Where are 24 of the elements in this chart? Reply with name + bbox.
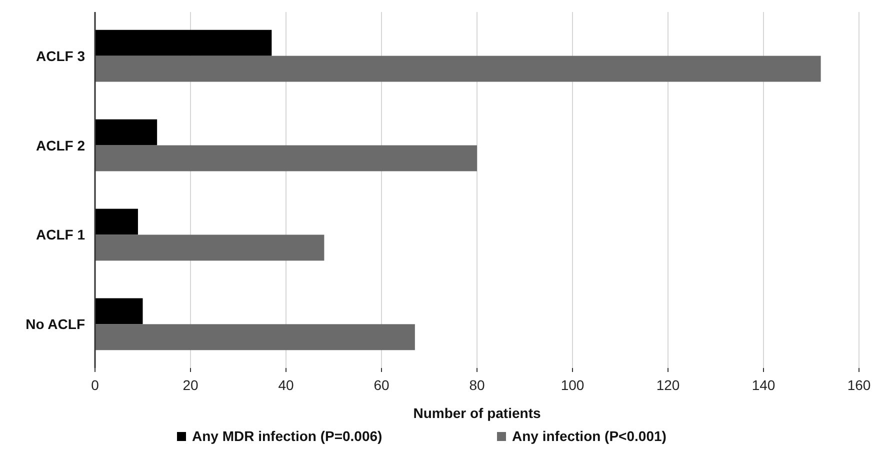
legend-label: Any infection (P<0.001): [512, 428, 666, 444]
x-tick-label: 80: [469, 377, 485, 393]
bar: [95, 145, 477, 172]
y-tick-label: ACLF 1: [36, 226, 86, 243]
x-tick-label: 0: [91, 377, 100, 393]
bar: [95, 30, 272, 56]
x-tick-label: 20: [182, 377, 198, 393]
x-tick-label: 120: [656, 377, 680, 393]
y-tick-label: ACLF 2: [36, 137, 86, 154]
bar: [95, 298, 143, 324]
x-tick-label: 100: [560, 377, 584, 393]
y-tick-label: No ACLF: [26, 316, 86, 332]
bar: [95, 324, 415, 350]
legend-label: Any MDR infection (P=0.006): [192, 428, 382, 444]
bar: [95, 208, 138, 235]
x-axis-title: Number of patients: [413, 405, 541, 421]
x-tick-label: 60: [374, 377, 390, 393]
bar: [95, 234, 324, 261]
bar: [95, 119, 158, 146]
x-tick-label: 160: [847, 377, 871, 393]
x-tick-label: 40: [278, 377, 294, 393]
y-tick-label: ACLF 3: [36, 48, 86, 64]
x-tick-label: 140: [752, 377, 776, 393]
bar: [95, 56, 821, 82]
